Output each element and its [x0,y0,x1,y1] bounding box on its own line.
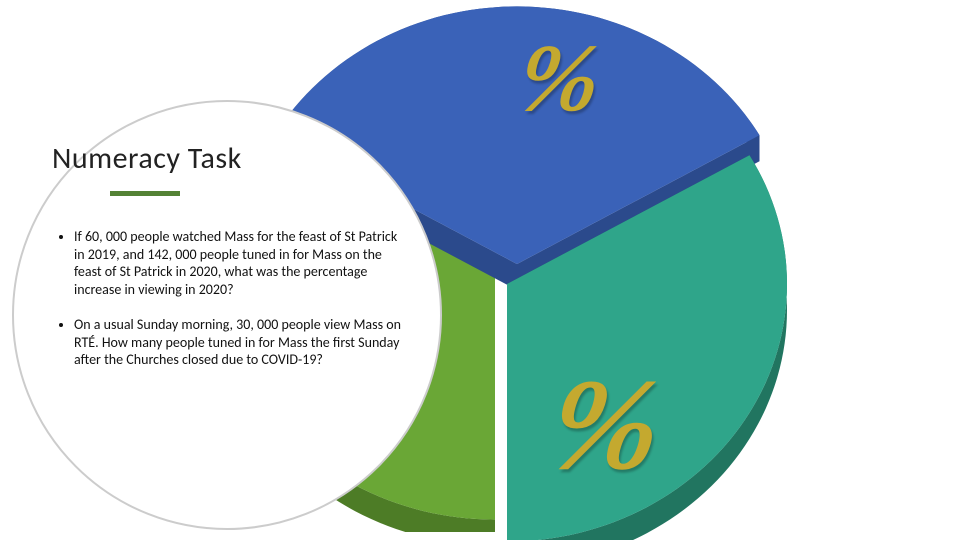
slide-title: Numeracy Task [52,140,406,177]
percent-symbol-icon: % [512,22,608,133]
percent-symbol-icon: % [541,350,670,500]
title-underline [110,191,180,196]
list-item: If 60, 000 people watched Mass for the f… [74,228,404,298]
list-item: On a usual Sunday morning, 30, 000 peopl… [74,316,404,369]
slide: %%% Numeracy Task If 60, 000 people watc… [0,0,960,540]
content-circle: Numeracy Task If 60, 000 people watched … [12,100,442,530]
bullet-list: If 60, 000 people watched Mass for the f… [52,228,406,369]
